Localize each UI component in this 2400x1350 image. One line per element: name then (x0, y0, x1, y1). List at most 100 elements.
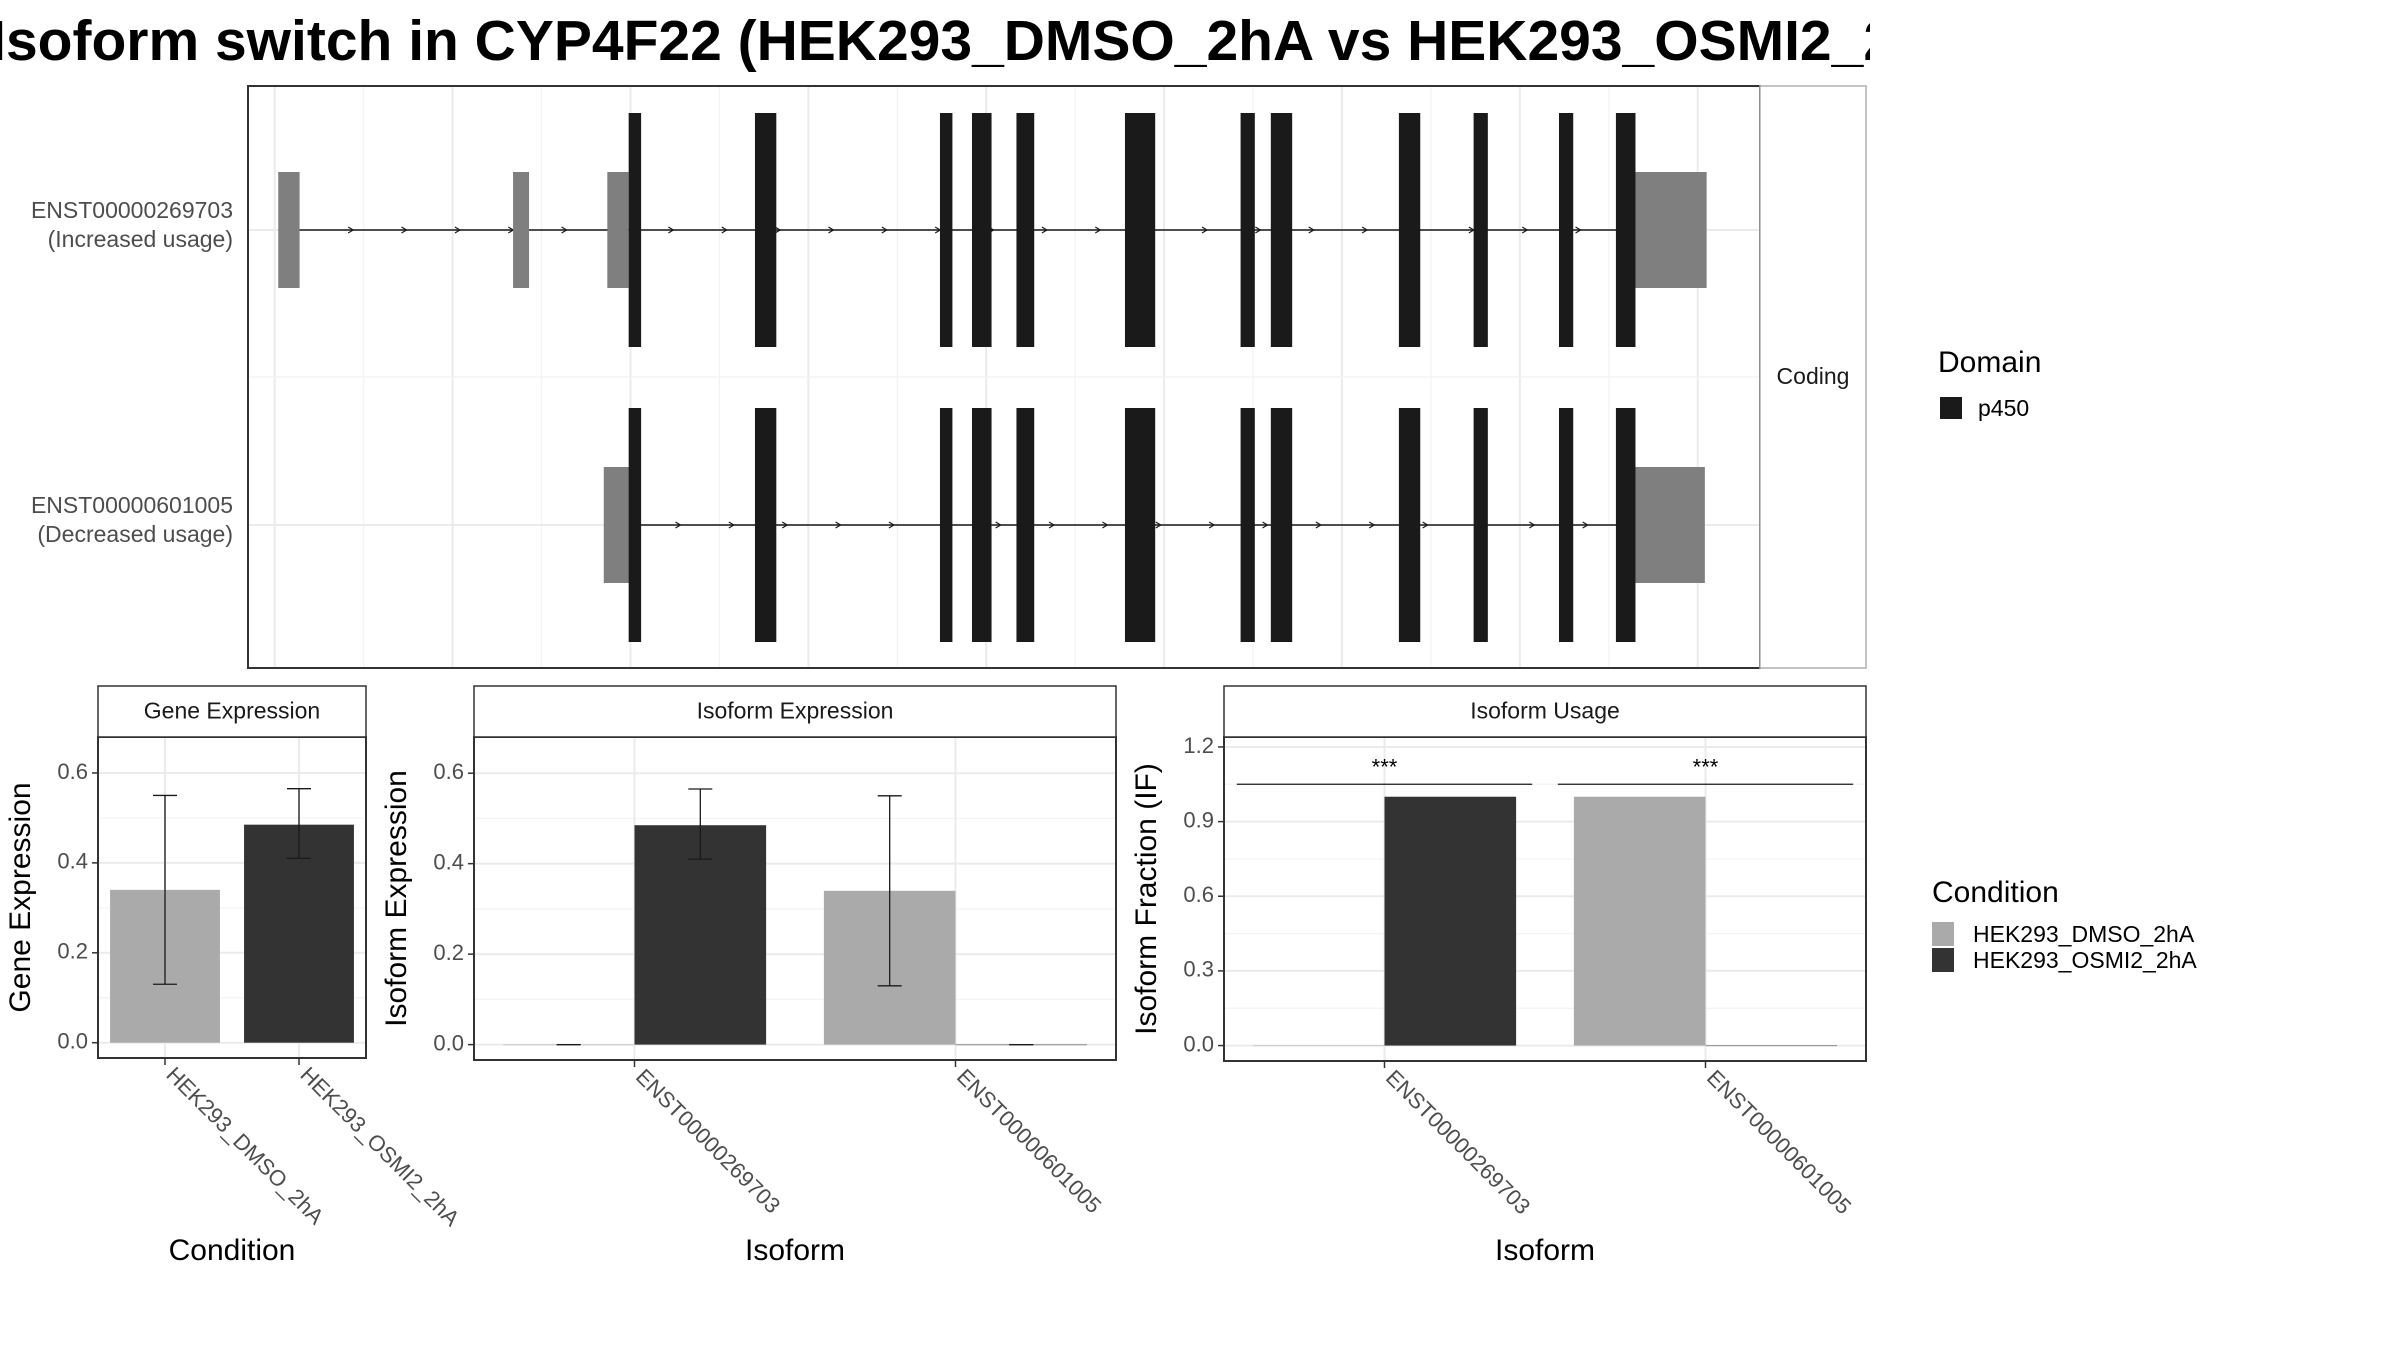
facet-strip-right (1759, 85, 1867, 669)
intron-direction-arrow (347, 226, 355, 234)
isoform-expression-x-axis-title: Isoform (745, 1234, 845, 1267)
condition-legend-label-hek293_osmi2_2ha: HEK293_OSMI2_2hA (1973, 947, 2197, 973)
transcript-usage-label: (Decreased usage) (37, 521, 233, 547)
isoform-expression-ytick-label: 0.4 (433, 849, 464, 874)
isoform-expression-panel-bg (474, 737, 1116, 1060)
utr-exon (607, 172, 629, 288)
transcript-ENST00000601005 (603, 408, 1705, 642)
cds-exon-p450 (1398, 408, 1421, 642)
cds-exon-p450 (971, 408, 992, 642)
isoform-expression-ytick-label: 0.0 (433, 1030, 464, 1055)
isoform-usage-strip (1223, 685, 1867, 738)
intron-direction-arrow (888, 521, 896, 529)
intron-direction-arrow (1422, 521, 1429, 529)
cds-exon-p450 (1558, 408, 1574, 642)
utr-exon (1635, 172, 1707, 288)
facet-label-coding: Coding (1777, 363, 1850, 389)
cds-exon-p450 (1124, 408, 1156, 642)
gene-expression-ytick-label: 0.6 (57, 759, 88, 784)
isoform-usage-bar (1705, 1045, 1838, 1047)
isoform-expression-xtick-label: ENST00000601005 (952, 1064, 1106, 1218)
transcript-ENST00000269703 (278, 113, 1707, 347)
utr-exon (1635, 467, 1705, 583)
isoform-usage-significance-label: *** (1693, 754, 1719, 779)
gene-expression-ytick-label: 0.0 (57, 1029, 88, 1054)
intron-direction-arrow (1262, 521, 1269, 529)
cds-exon-p450 (1615, 113, 1636, 347)
intron-direction-arrow (1102, 521, 1109, 529)
intron-direction-arrow (561, 226, 568, 234)
transcript-id-label: ENST00000269703 (31, 197, 233, 223)
cds-exon-p450 (1270, 113, 1293, 347)
intron-direction-arrow (1529, 521, 1536, 529)
isoform-usage-significance-label: *** (1372, 754, 1398, 779)
gene-expression-x-axis-title: Condition (169, 1234, 296, 1267)
isoform-expression-y-axis-title: Isoform Expression (380, 770, 413, 1027)
cds-exon-p450 (1240, 408, 1255, 642)
isoform-usage-x-axis-title: Isoform (1495, 1234, 1595, 1267)
condition-legend-title: Condition (1932, 876, 2059, 909)
intron-direction-arrow (1368, 521, 1376, 529)
intron-direction-arrow (835, 521, 842, 529)
domain-legend-label-p450: p450 (1978, 395, 2029, 421)
cds-exon-p450 (1558, 113, 1574, 347)
transcript-id-label: ENST00000601005 (31, 492, 233, 518)
cds-exon-p450 (1016, 408, 1035, 642)
intron-direction-arrow (1308, 226, 1315, 234)
intron-direction-arrow (454, 226, 462, 234)
gene-expression-y-axis-title: Gene Expression (4, 782, 37, 1012)
cds-exon-p450 (628, 408, 642, 642)
gene-expression-ytick-label: 0.2 (57, 939, 88, 964)
isoform-usage-ytick-label: 0.9 (1183, 807, 1214, 832)
condition-legend-key-hek293_dmso_2ha (1932, 922, 1954, 946)
intron-direction-arrow (995, 521, 1002, 529)
intron-direction-arrow (668, 226, 675, 234)
condition-legend-label-hek293_dmso_2ha: HEK293_DMSO_2hA (1973, 921, 2195, 947)
isoform-usage-panel: 0.0 0.3 0.6 0.9 1.2 *** *** Isoform Usage ENST00… (1130, 685, 1867, 1267)
intron-direction-arrow (401, 226, 408, 234)
cds-exon-p450 (754, 408, 777, 642)
cds-exon-p450 (939, 113, 953, 347)
main-title-container: Isoform switch in CYP4F22 (HEK293_DMSO_2… (0, 0, 1870, 80)
isoform-expression-bar (634, 825, 767, 1045)
intron-direction-arrow (1255, 226, 1262, 234)
isoform-usage-bar (1384, 796, 1517, 1046)
intron-direction-arrow (1582, 521, 1589, 529)
intron-direction-arrow (1041, 226, 1049, 234)
isoform-usage-bar (1252, 1045, 1385, 1047)
cds-exon-p450 (1398, 113, 1421, 347)
main-title: Isoform switch in CYP4F22 (HEK293_DMSO_2… (0, 9, 1870, 73)
isoform-usage-strip-title: Isoform Usage (1470, 698, 1620, 724)
utr-exon (603, 467, 631, 583)
isoform-usage-xtick-label: ENST00000601005 (1702, 1065, 1856, 1219)
gene-structure-gridlines (248, 86, 1760, 668)
cds-exon-p450 (971, 113, 992, 347)
intron-direction-arrow (828, 226, 835, 234)
intron-direction-arrow (675, 521, 682, 529)
cds-exon-p450 (1270, 408, 1293, 642)
isoform-usage-ytick-label: 0.0 (1183, 1031, 1214, 1056)
cds-exon-p450 (1016, 113, 1035, 347)
isoform-usage-ytick-label: 0.6 (1183, 882, 1214, 907)
isoform-expression-strip-title: Isoform Expression (697, 698, 894, 724)
transcript-usage-label: (Increased usage) (48, 226, 233, 252)
isoform-expression-ytick-label: 0.2 (433, 940, 464, 965)
isoform-expression-strip (473, 685, 1117, 738)
isoform-usage-y-axis-title: Isoform Fraction (IF) (1130, 763, 1163, 1035)
intron-direction-arrow (721, 226, 728, 234)
intron-direction-arrow (1094, 226, 1102, 234)
intron-direction-arrow (1361, 226, 1369, 234)
intron-direction-arrow (774, 226, 782, 234)
cds-exon-p450 (1240, 113, 1255, 347)
cds-exon-p450 (628, 113, 642, 347)
isoform-expression-panel: 0.0 0.2 0.4 0.6 Isoform Expression ENST000002… (380, 685, 1117, 1267)
cds-exon-p450 (1615, 408, 1636, 642)
cds-exon-p450 (754, 113, 777, 347)
intron-direction-arrow (1208, 521, 1216, 529)
intron-direction-arrow (1048, 521, 1056, 529)
cds-exon-p450 (1124, 113, 1156, 347)
cds-exon-p450 (1473, 408, 1488, 642)
intron-direction-arrow (881, 226, 888, 234)
cds-exon-p450 (939, 408, 953, 642)
